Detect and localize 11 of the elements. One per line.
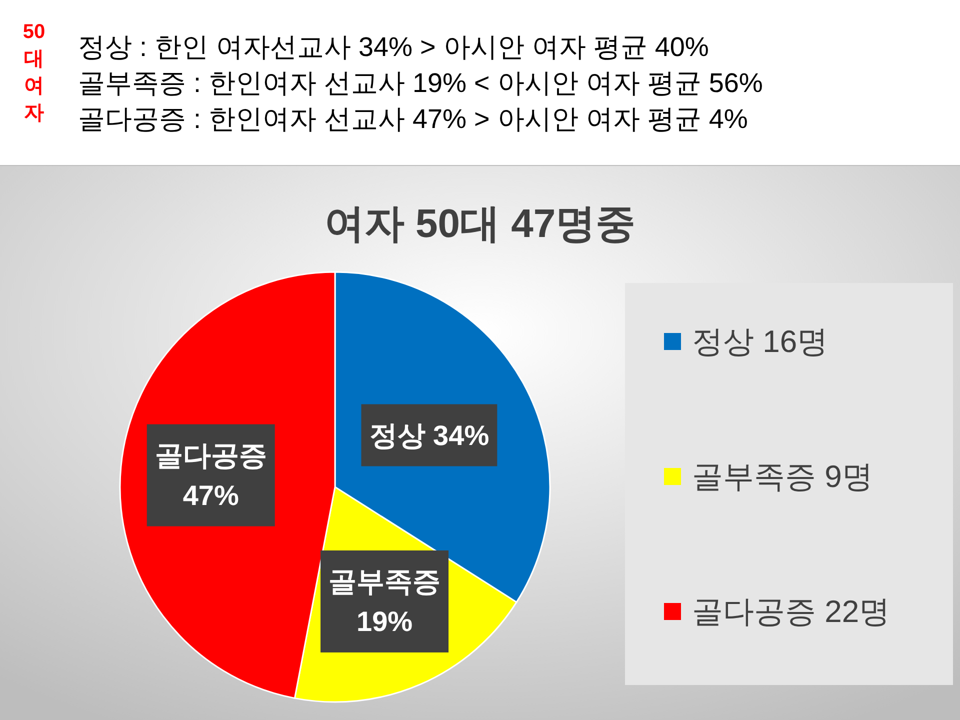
legend-label: 골다공증 22명 xyxy=(692,594,890,629)
text: 정상 : 한인 여자선교사 34% > 아시안 여자 평균 40% xyxy=(78,32,709,62)
chart-title: 여자 50대 47명중 xyxy=(324,202,636,246)
legend-label: 골부족증 9명 xyxy=(692,459,873,494)
text: 골부족증 : 한인여자 선교사 19% < 아시안 여자 평균 56% xyxy=(78,68,763,98)
data-label: 정상 34% xyxy=(369,420,490,452)
text: 골다공증 : 한인여자 선교사 47% > 아시안 여자 평균 4% xyxy=(78,104,748,134)
text: 50대여자 xyxy=(22,21,46,124)
legend-label: 정상 16명 xyxy=(692,324,828,359)
data-label: 골다공증 47% xyxy=(154,440,267,512)
data-label: 골부족증 19% xyxy=(328,566,441,638)
